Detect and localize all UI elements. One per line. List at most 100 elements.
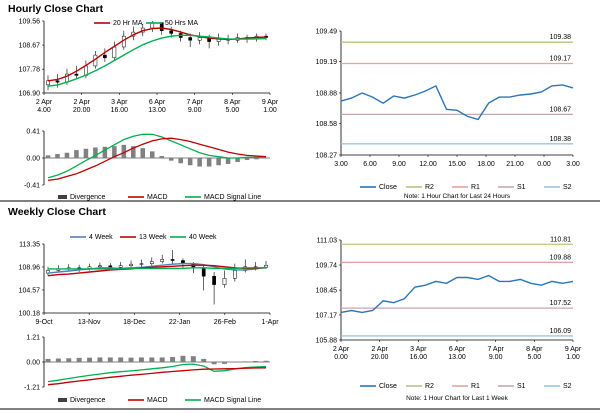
hourly-macd-divergence-bar [159, 156, 165, 158]
weekly-macd-divergence-bar [221, 362, 227, 364]
hourly-levels-level-label-r2: 109.38 [550, 34, 572, 41]
weekly-price-candle-body [233, 270, 237, 279]
hourly-macd-legend-signal-label: MACD Signal Line [204, 194, 261, 201]
weekly-price-y-tick-label: 113.35 [19, 242, 40, 249]
weekly-macd-y-tick-label: 1.21 [26, 335, 40, 342]
hourly-levels-y-tick-label: 109.49 [316, 29, 338, 36]
hourly-price-candle-body [46, 80, 50, 86]
weekly-price-chart: 113.35 108.96 104.57 100.18 4 Week 13 Week 40 … [19, 234, 280, 326]
hourly-macd-divergence-bar [93, 147, 98, 158]
hourly-macd-legend-macd-label: MACD [147, 194, 168, 201]
weekly-levels-x-tick-label: 2 Apr [371, 346, 388, 353]
weekly-levels-level-label-r2: 110.81 [550, 236, 571, 243]
hourly-macd-divergence-bar [178, 158, 183, 164]
weekly-macd-divergence-bar [55, 358, 61, 362]
hourly-levels-x-tick-label: 9.00 [392, 161, 406, 168]
hourly-levels-legend-s2-label: S2 [563, 184, 572, 191]
weekly-levels-y-tick-label: 107.17 [316, 312, 338, 319]
weekly-price-x-tick-label: 22-Jan [169, 319, 191, 326]
weekly-price-ma40-line [48, 267, 266, 270]
weekly-macd-divergence-bar [190, 356, 196, 362]
hourly-macd-divergence-bar [149, 151, 155, 158]
hourly-price-x-tick-label: 13.00 [148, 107, 166, 114]
weekly-levels-legend-close-label: Close [379, 383, 397, 390]
hourly-levels-x-tick-label: 3.00 [334, 161, 348, 168]
hourly-macd-divergence-bar [140, 148, 146, 158]
hourly-price-x-tick-label: 20.00 [73, 107, 91, 114]
hourly-price-candle-body [74, 73, 79, 76]
hourly-levels-y-tick-label: 108.27 [316, 153, 338, 160]
hourly-macd-divergence-bar [55, 154, 60, 158]
weekly-price-x-tick-label: 18-Dec [123, 319, 146, 326]
weekly-price-x-tick-label: 26-Feb [214, 319, 236, 326]
weekly-close-levels-chart: 111.03 109.74 108.45 107.17 105.88 110.81 109.… [316, 236, 582, 402]
hourly-price-x-tick-label: 8 Apr [224, 99, 241, 106]
hourly-macd-divergence-bar [197, 158, 202, 167]
weekly-levels-x-tick-label: 9 Apr [565, 346, 582, 353]
weekly-price-candle-body [201, 267, 206, 277]
hourly-price-legend-ma50-label: 50 Hrs MA [165, 20, 198, 27]
weekly-macd-divergence-bar [138, 357, 144, 362]
hourly-price-x-tick-label: 4.00 [37, 107, 51, 114]
weekly-price-candle-body [129, 263, 133, 266]
weekly-macd-divergence-bar [149, 357, 155, 362]
hourly-levels-close-line [340, 84, 574, 121]
weekly-levels-legend-s2-label: S2 [563, 383, 572, 390]
weekly-levels-y-tick-label: 111.03 [317, 238, 337, 245]
weekly-price-legend-ma40-label: 40 Week [189, 234, 217, 241]
weekly-levels-y-tick-label: 109.74 [316, 263, 338, 270]
weekly-levels-level-label-s1: 107.52 [550, 300, 572, 307]
hourly-macd-divergence-bar [112, 146, 117, 158]
hourly-price-chart: 109.56 108.67 107.78 106.90 20 Hr MA 50 Hrs M… [19, 19, 279, 115]
weekly-price-candle-body [160, 259, 165, 262]
hourly-macd-legend-divergence-swatch [58, 195, 67, 199]
hourly-levels-legend-close-label: Close [379, 184, 397, 191]
weekly-macd-divergence-bar [66, 358, 72, 362]
hourly-price-candle-body [197, 37, 202, 41]
weekly-levels-legend-r1-label: R1 [471, 383, 480, 390]
weekly-levels-level-label-s2: 106.09 [550, 328, 572, 335]
hourly-price-y-tick-label: 108.67 [19, 43, 41, 50]
hourly-price-candle-body [103, 54, 107, 59]
hourly-price-candle-body [159, 22, 164, 31]
weekly-levels-x-tick-label: 5.00 [528, 354, 542, 361]
hourly-levels-y-tick-label: 109.19 [316, 59, 338, 66]
weekly-price-x-tick-label: 13-Nov [78, 319, 101, 326]
hourly-levels-legend-r1-label: R1 [471, 184, 480, 191]
weekly-macd-divergence-bar [253, 360, 259, 362]
hourly-macd-divergence-bar [45, 155, 51, 158]
weekly-levels-x-tick-label: 2 Apr [333, 346, 350, 353]
hourly-macd-y-tick-label: 0.41 [26, 129, 40, 136]
weekly-levels-x-tick-label: 7 Apr [487, 346, 504, 353]
weekly-macd-macd-line [47, 363, 267, 383]
weekly-levels-x-tick-label: 0.00 [334, 354, 348, 361]
weekly-macd-signal-line [47, 367, 267, 386]
weekly-levels-x-tick-label: 8 Apr [526, 346, 543, 353]
weekly-levels-level-label-r1: 109.88 [550, 254, 572, 261]
weekly-macd-divergence-bar [263, 360, 269, 362]
weekly-macd-divergence-bar [211, 362, 217, 365]
hourly-macd-divergence-bar [131, 146, 136, 158]
weekly-price-legend-ma4-label: 4 Week [89, 234, 113, 241]
hourly-price-x-tick-label: 6 Apr [149, 99, 166, 106]
weekly-levels-y-tick-label: 105.88 [316, 338, 338, 345]
hourly-macd-divergence-bar [168, 158, 174, 161]
hourly-macd-divergence-bar [83, 148, 89, 158]
hourly-price-candle-body [112, 46, 117, 59]
hourly-macd-divergence-bar [254, 158, 259, 160]
hourly-levels-level-label-s2: 108.38 [550, 136, 572, 143]
weekly-macd-divergence-bar [128, 357, 134, 362]
weekly-price-ma13-line [47, 264, 267, 277]
hourly-macd-divergence-bar [64, 152, 70, 158]
hourly-levels-x-tick-label: 0.00 [537, 161, 551, 168]
hourly-price-x-tick-label: 9.00 [188, 107, 202, 114]
hourly-levels-x-tick-label: 6.00 [363, 161, 377, 168]
hourly-levels-level-label-s1: 108.67 [550, 106, 572, 113]
weekly-macd-chart: 1.21 0.00 -1.21 Divergence MACD MACD Signal L… [24, 335, 270, 404]
weekly-levels-note: Note: 1 Hour Chart for Last 1 Week [406, 395, 509, 402]
hourly-close-levels-chart: 109.49 109.19 108.88 108.58 108.27 109.38 109.… [316, 29, 580, 201]
weekly-price-y-tick-label: 108.96 [19, 265, 41, 272]
weekly-levels-legend-s1-label: S1 [517, 383, 526, 390]
weekly-macd-legend-divergence-swatch [58, 398, 67, 402]
